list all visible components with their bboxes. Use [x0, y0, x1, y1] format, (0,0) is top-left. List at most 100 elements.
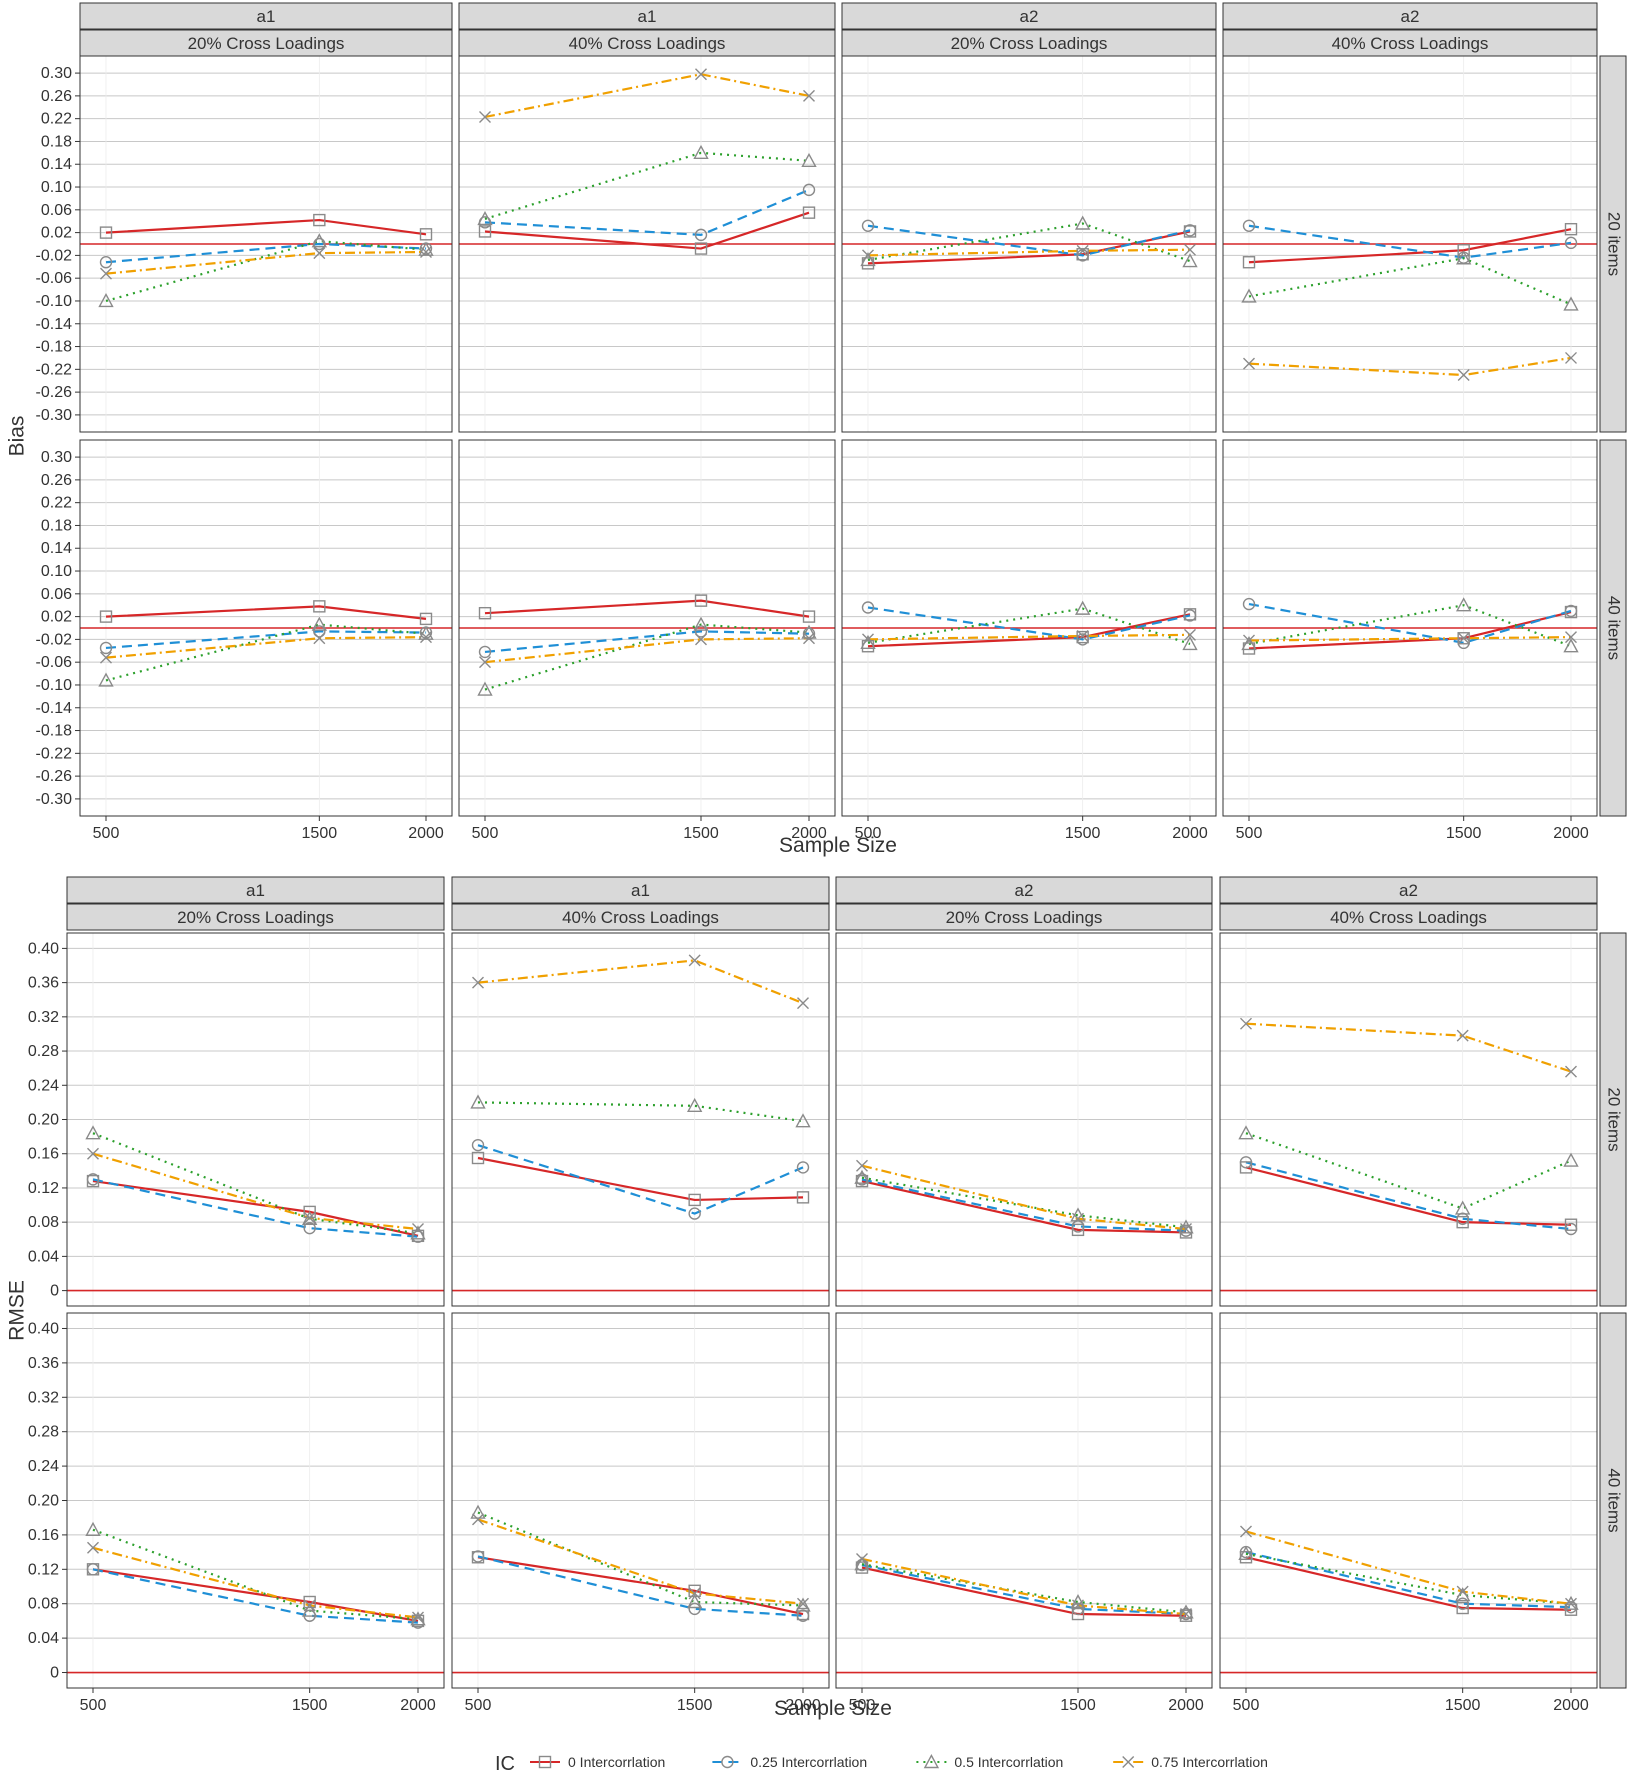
y-tick-label: -0.02 [36, 247, 73, 264]
series-line [105, 630, 427, 650]
data-point [856, 1552, 868, 1565]
x-axis-title: Sample Size [779, 834, 897, 857]
data-point [1241, 288, 1257, 303]
data-point [1182, 253, 1198, 268]
facet-panel [841, 55, 1217, 433]
data-point [1565, 1065, 1577, 1078]
data-point [688, 1587, 701, 1600]
data-point [420, 245, 432, 258]
data-point [688, 954, 701, 967]
data-point [862, 249, 874, 262]
panel-border [1219, 932, 1598, 1307]
data-point [478, 606, 492, 620]
series-line [867, 606, 1191, 641]
data-point [803, 632, 815, 645]
facet-label-condition: 40% Cross Loadings [1332, 34, 1489, 53]
data-point [855, 1173, 869, 1186]
series-line [92, 1568, 419, 1622]
y-tick-label: -0.14 [36, 316, 73, 333]
series-line [867, 224, 1191, 257]
data-point [1071, 1602, 1085, 1616]
facet-strip-row [1599, 1312, 1627, 1689]
data-point [1564, 222, 1578, 236]
y-tick-label: 0.16 [28, 1527, 59, 1544]
data-point [686, 1097, 703, 1113]
panel-border [79, 55, 453, 433]
data-point [693, 144, 709, 160]
y-tick-label: -0.26 [36, 384, 73, 401]
x-tick-label: 500 [849, 1697, 876, 1714]
facet-label-param: a1 [631, 881, 650, 900]
facet-label-condition: 20% Cross Loadings [177, 908, 334, 927]
data-point [420, 631, 432, 644]
facet-strip-row [1599, 439, 1627, 817]
data-point [419, 228, 433, 241]
data-point [471, 1138, 485, 1152]
facet-strip-row [1599, 55, 1627, 433]
data-point [1239, 1161, 1253, 1174]
y-tick-label: -0.10 [36, 293, 73, 310]
data-point [87, 1147, 99, 1160]
facet-panel: 500 1500 2000 [835, 1312, 1213, 1714]
data-point [802, 183, 816, 197]
rmse-chart: a1 20% Cross Loadings a1 40% Cross Loadings… [6, 876, 1627, 1720]
y-tick-label: 0.24 [28, 1077, 59, 1094]
data-point [1242, 597, 1256, 611]
legend-label: 0.25 Intercorrlation [750, 1754, 867, 1770]
data-point [479, 110, 491, 123]
panel-border [1222, 439, 1598, 817]
series-line [1245, 1161, 1572, 1231]
series-line [92, 1568, 419, 1624]
data-point [1457, 369, 1470, 382]
data-point [1180, 1608, 1192, 1621]
series-line [484, 188, 810, 236]
y-tick-label: -0.06 [36, 270, 73, 287]
y-tick-label: 0.28 [28, 1043, 59, 1060]
data-point [311, 233, 328, 248]
series-line [1248, 602, 1572, 644]
series-line [1248, 257, 1572, 306]
y-tick-label: 0.08 [28, 1214, 59, 1231]
data-point [1243, 634, 1255, 647]
panel-border [1219, 1312, 1598, 1689]
legend-title: IC [495, 1753, 515, 1772]
data-point [99, 226, 113, 239]
data-point [313, 213, 326, 227]
series-line [1245, 1556, 1572, 1611]
facet-label-condition: 20% Cross Loadings [188, 34, 345, 53]
data-point [1563, 638, 1579, 653]
facet-strip-condition [1222, 29, 1598, 57]
facet-panel [451, 932, 830, 1307]
facet-panel: 500 1500 2000 [451, 1312, 830, 1714]
data-point [694, 625, 708, 638]
data-point [1564, 236, 1578, 250]
data-point [1076, 629, 1089, 642]
data-point [472, 976, 484, 989]
facet-label-row: 20 items [1605, 1087, 1624, 1151]
data-point [1239, 1156, 1253, 1169]
data-point [478, 645, 492, 659]
facet-label-param: a2 [1020, 7, 1039, 26]
data-point [85, 1125, 101, 1140]
facet-panel [79, 55, 453, 433]
data-point [693, 616, 709, 631]
facet-panel [66, 932, 445, 1307]
facet-strip-condition [451, 903, 830, 931]
y-tick-label: 0 [50, 1665, 59, 1682]
data-point [471, 1151, 485, 1165]
data-point [472, 1513, 484, 1526]
facet-label-param: a2 [1015, 881, 1034, 900]
facet-label-condition: 20% Cross Loadings [951, 34, 1108, 53]
x-tick-label: 1500 [302, 825, 338, 842]
series-line [92, 1178, 419, 1238]
data-point [477, 210, 493, 226]
facet-strip-param [1222, 2, 1598, 30]
x-tick-label: 500 [465, 1697, 492, 1714]
series-line [861, 1563, 1187, 1616]
y-tick-label: -0.30 [36, 407, 73, 424]
x-tick-label: 2000 [1168, 1697, 1204, 1714]
data-point [86, 1173, 100, 1186]
legend-label: 0.75 Intercorrlation [1151, 1754, 1268, 1770]
facet-strip-param [451, 876, 830, 904]
series-line [477, 1511, 804, 1607]
